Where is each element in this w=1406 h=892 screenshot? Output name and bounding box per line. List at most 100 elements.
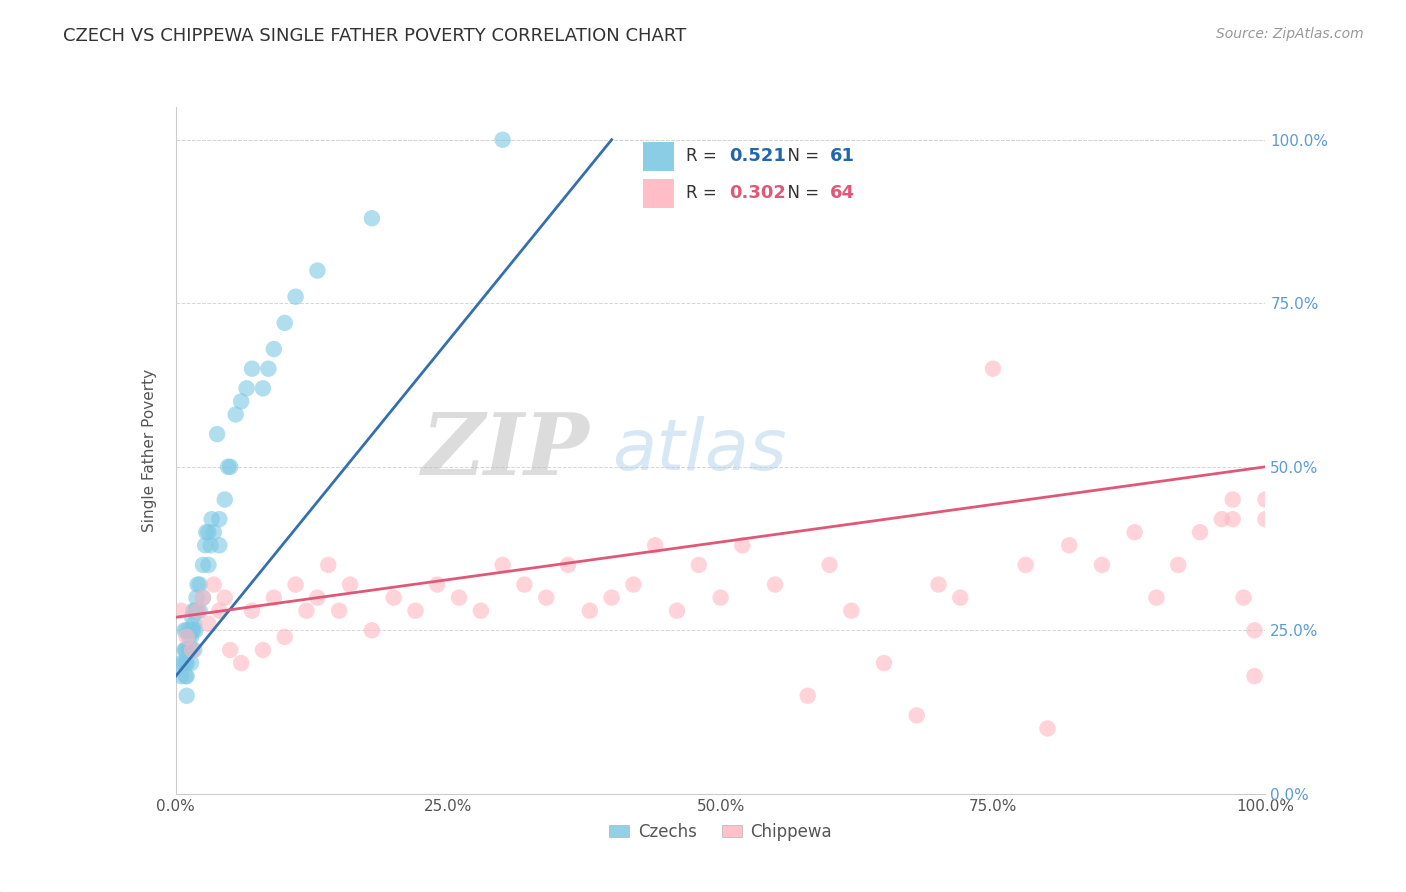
Point [492,558,515,572]
Point [197,525,219,540]
Point [1091,558,1114,572]
Point [214,492,236,507]
Point [225,408,247,422]
Point [176,689,198,703]
Point [231,394,253,409]
Point [181,624,204,638]
Point [284,290,307,304]
Point [170,604,193,618]
Text: ZIP: ZIP [422,409,591,492]
Point [173,643,195,657]
Point [513,577,536,591]
Point [181,610,204,624]
Point [257,361,280,376]
Point [208,604,231,618]
Point [174,643,197,657]
Point [240,361,263,376]
Point [263,591,285,605]
Point [1243,624,1265,638]
Point [202,525,225,540]
Point [219,459,242,474]
Point [201,512,224,526]
Point [1211,512,1233,526]
Point [307,591,329,605]
Point [180,630,202,644]
Point [579,604,602,618]
Point [173,624,195,638]
Point [179,624,201,638]
Point [186,591,208,605]
Point [235,381,257,395]
Point [183,643,205,657]
Point [191,591,214,605]
Point [1254,512,1277,526]
Text: atlas: atlas [612,416,786,485]
Point [176,630,198,644]
Point [172,656,194,670]
Point [873,656,896,670]
Point [181,604,204,618]
Point [217,459,239,474]
Text: Source: ZipAtlas.com: Source: ZipAtlas.com [1216,27,1364,41]
Point [176,624,198,638]
Point [1254,492,1277,507]
Point [179,643,201,657]
Point [382,591,405,605]
Point [644,538,666,552]
Point [1144,591,1167,605]
Point [176,656,198,670]
Point [1167,558,1189,572]
Point [1232,591,1256,605]
Point [252,381,274,395]
Point [194,538,217,552]
Point [470,604,492,618]
Point [195,525,218,540]
Point [186,604,209,618]
Point [1036,722,1059,736]
Point [177,630,200,644]
Point [307,263,329,277]
Point [191,558,214,572]
Point [360,211,382,226]
Point [339,577,361,591]
Point [176,669,198,683]
Point [170,669,193,683]
Point [534,591,557,605]
Point [231,656,253,670]
Point [295,604,318,618]
Point [928,577,950,591]
Point [600,591,623,605]
Legend: Czechs, Chippewa: Czechs, Chippewa [603,816,838,847]
Point [949,591,972,605]
Point [360,624,382,638]
Point [191,591,214,605]
Point [1243,669,1265,683]
Point [763,577,786,591]
Text: CZECH VS CHIPPEWA SINGLE FATHER POVERTY CORRELATION CHART: CZECH VS CHIPPEWA SINGLE FATHER POVERTY … [63,27,686,45]
Point [183,616,205,631]
Point [184,624,207,638]
Point [818,558,841,572]
Point [621,577,644,591]
Point [318,558,340,572]
Point [905,708,928,723]
Point [200,538,222,552]
Point [176,643,198,657]
Y-axis label: Single Father Poverty: Single Father Poverty [142,369,157,532]
Point [426,577,449,591]
Point [188,577,211,591]
Point [263,342,285,356]
Point [180,656,202,670]
Point [1222,492,1244,507]
Point [1189,525,1212,540]
Point [214,591,236,605]
Point [208,538,231,552]
Point [688,558,710,572]
Point [208,512,231,526]
Point [188,604,211,618]
Point [219,643,242,657]
Point [184,604,207,618]
Point [197,558,219,572]
Point [796,689,818,703]
Point [284,577,307,591]
